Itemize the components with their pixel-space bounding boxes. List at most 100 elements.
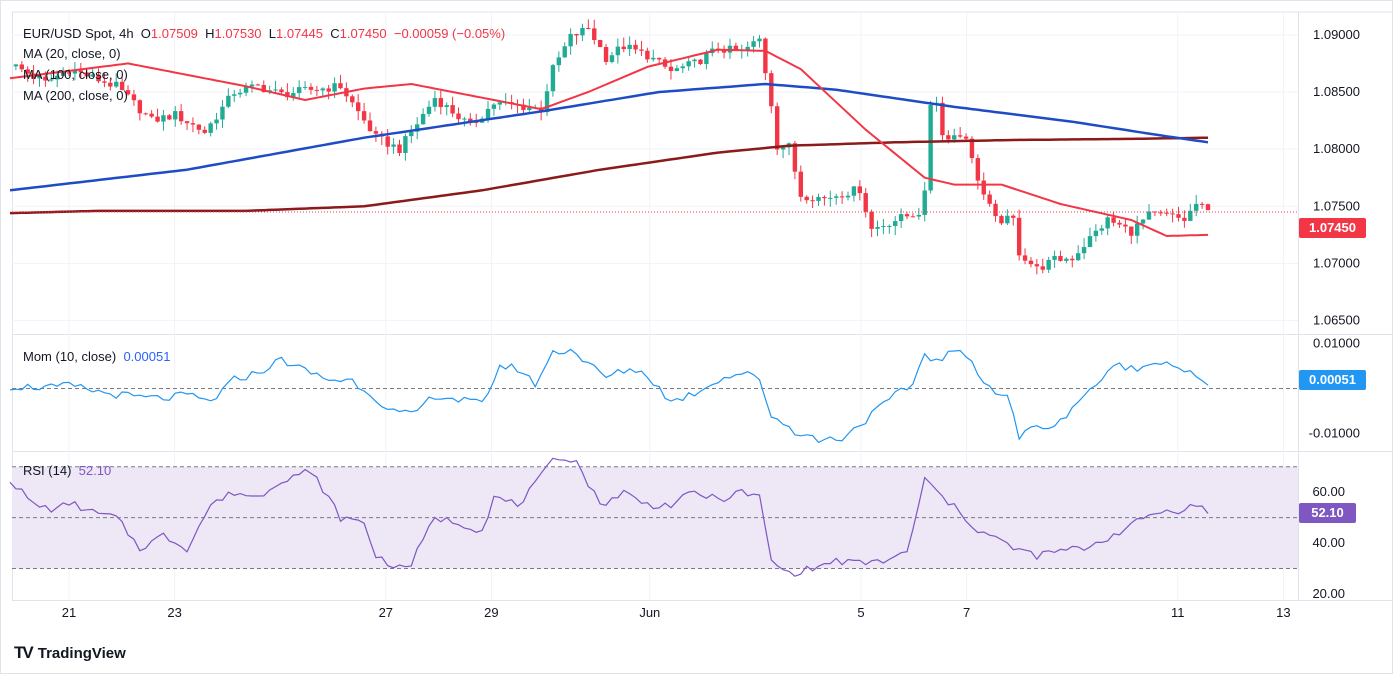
candle-body — [645, 50, 650, 60]
candle-body — [586, 27, 591, 29]
high-label: H — [205, 26, 215, 41]
candle-body — [438, 98, 444, 108]
candle-body — [361, 111, 367, 121]
candle-body — [444, 105, 449, 108]
candle-body — [226, 95, 231, 107]
candle-body — [1158, 212, 1163, 214]
candle-body — [1188, 210, 1193, 221]
candle-body — [114, 81, 119, 87]
candle-body — [302, 86, 308, 88]
candle-body — [432, 98, 438, 107]
candle-body — [367, 120, 373, 132]
price-tick-label: 1.08500 — [1313, 84, 1360, 99]
mom-legend[interactable]: Mom (10, close) 0.00051 — [23, 349, 170, 365]
high-value: 1.07530 — [214, 26, 262, 41]
candle-body — [102, 81, 107, 83]
rsi-title: RSI (14) — [23, 463, 72, 478]
candle-body — [249, 84, 255, 87]
candle-body — [125, 90, 131, 95]
candle-body — [757, 38, 762, 42]
candle-body — [1123, 224, 1128, 227]
candle-body — [568, 34, 573, 47]
candle-body — [243, 86, 249, 93]
candle-body — [674, 68, 680, 72]
candle-body — [792, 143, 798, 172]
candle-body — [721, 50, 727, 53]
price-tick-label: 1.09000 — [1313, 27, 1360, 42]
candle-body — [828, 197, 833, 199]
rsi-legend[interactable]: RSI (14) 52.10 — [23, 463, 111, 479]
candle-body — [869, 211, 874, 229]
candle-body — [774, 106, 780, 150]
candle-body — [291, 93, 296, 98]
x-tick-label: 13 — [1276, 605, 1290, 620]
candle-body — [1205, 204, 1211, 211]
candle-body — [1193, 203, 1199, 211]
candle-body — [698, 59, 703, 65]
candle-body — [556, 57, 562, 66]
candle-body — [196, 124, 202, 130]
candle-body — [202, 129, 207, 133]
candle-body — [527, 107, 532, 110]
candle-body — [1140, 219, 1146, 224]
price-tick-label: 1.06500 — [1313, 313, 1360, 328]
candle-body — [161, 115, 166, 122]
candle-body — [1058, 256, 1063, 261]
x-tick-label: 21 — [62, 605, 76, 620]
x-tick-label: 5 — [857, 605, 864, 620]
ma200-line — [9, 136, 1209, 215]
rsi-value-badge: 52.10 — [1299, 503, 1356, 523]
candle-body — [220, 106, 225, 120]
candle-body — [562, 46, 567, 58]
candle-body — [544, 91, 550, 113]
candle-body — [1134, 223, 1140, 236]
candle-body — [1117, 222, 1122, 225]
candle-body — [43, 76, 48, 81]
tradingview-logo-icon: TV — [14, 643, 34, 662]
candle-body — [627, 44, 632, 50]
x-tick-label: 7 — [963, 605, 970, 620]
candle-body — [910, 216, 916, 218]
candle-body — [190, 123, 196, 125]
candle-body — [763, 38, 768, 74]
tradingview-brand[interactable]: TV TradingView — [14, 643, 126, 663]
candle-body — [373, 131, 379, 134]
candle-body — [1146, 211, 1152, 220]
candle-body — [999, 216, 1004, 224]
candle-body — [1040, 266, 1045, 270]
candle-body — [656, 57, 662, 60]
candle-body — [621, 46, 626, 50]
candle-body — [898, 214, 904, 222]
candle-body — [314, 89, 320, 91]
ma100-legend[interactable]: MA (100, close, 0) — [23, 67, 128, 82]
candle-body — [580, 27, 585, 36]
open-label: O — [140, 26, 151, 41]
candle-body — [1111, 217, 1116, 223]
candle-body — [90, 74, 95, 77]
ma200-legend[interactable]: MA (200, close, 0) — [23, 88, 128, 103]
candle-body — [692, 59, 697, 62]
candle-body — [178, 111, 184, 122]
ma20-legend[interactable]: MA (20, close, 0) — [23, 46, 121, 61]
candle-body — [922, 190, 927, 215]
candle-body — [615, 46, 621, 56]
candle-body — [574, 34, 579, 36]
candle-body — [550, 65, 556, 92]
close-label: C — [330, 26, 340, 41]
candle-body — [78, 70, 84, 73]
candle-body — [816, 197, 821, 201]
candle-body — [13, 64, 19, 67]
open-value: 1.07509 — [150, 26, 198, 41]
candle-body — [1005, 215, 1010, 224]
x-tick-label: 29 — [484, 605, 498, 620]
candle-body — [993, 203, 998, 217]
candle-body — [987, 194, 992, 204]
candle-body — [1093, 230, 1099, 237]
candle-body — [143, 113, 148, 115]
candle-body — [1099, 228, 1104, 231]
candle-body — [208, 123, 213, 133]
candle-body — [981, 180, 986, 195]
candle-body — [686, 61, 691, 67]
